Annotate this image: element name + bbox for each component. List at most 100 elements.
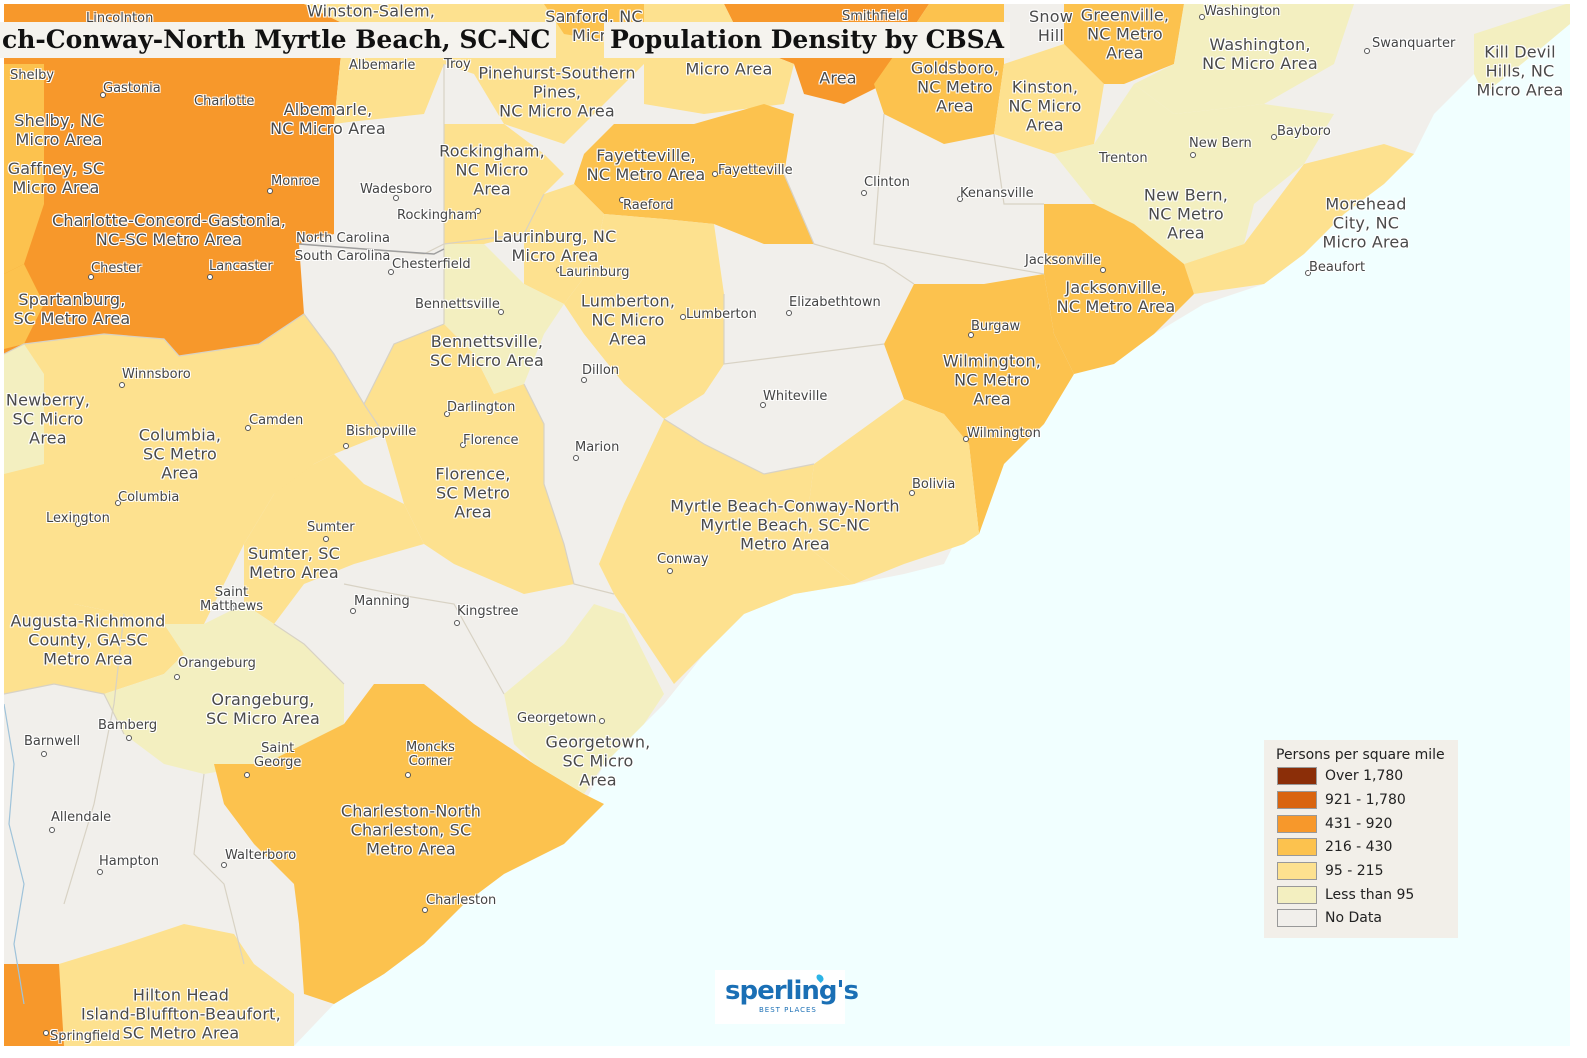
logo-wordmark: sperling's — [725, 976, 859, 1006]
legend-item: 216 - 430 — [1277, 836, 1457, 858]
area-label: Micro Area — [685, 59, 773, 79]
city-label: Bishopville — [346, 424, 417, 439]
city-label: Smithfield — [842, 9, 908, 24]
city-label: New Bern — [1189, 136, 1252, 151]
legend-swatch — [1277, 838, 1317, 856]
legend: Persons per square mile Over 1,780 921 -… — [1264, 740, 1458, 938]
city-label: Washington — [1204, 4, 1281, 19]
city-label: Charleston — [426, 893, 497, 908]
legend-title: Persons per square mile — [1276, 747, 1445, 763]
legend-item: Over 1,780 — [1277, 765, 1457, 787]
city-marker — [49, 827, 55, 833]
city-label: Clinton — [864, 175, 910, 190]
legend-swatch — [1277, 862, 1317, 880]
sperlings-logo[interactable]: sperling's BEST PLACES — [715, 970, 859, 1024]
city-label: Rockingham — [397, 208, 478, 223]
city-marker — [861, 190, 867, 196]
city-label: Hampton — [99, 854, 159, 869]
city-label: Conway — [657, 552, 709, 567]
area-label: Orangeburg, SC Micro Area — [206, 690, 320, 728]
area-label: Rockingham, NC Micro Area — [439, 141, 545, 199]
area-label: Kill Devil Hills, NC Micro Area — [1476, 42, 1564, 100]
city-marker — [619, 197, 625, 203]
city-marker — [1100, 267, 1106, 273]
city-marker — [1364, 48, 1370, 54]
city-label: Manning — [354, 594, 410, 609]
city-marker — [786, 310, 792, 316]
city-marker — [41, 751, 47, 757]
city-label: Lumberton — [686, 307, 757, 322]
city-label: Saint George — [254, 741, 302, 770]
city-label: Kingstree — [457, 604, 519, 619]
area-label: Pinehurst-Southern Pines, NC Micro Area — [478, 63, 636, 121]
city-label: Bennettsville — [415, 297, 500, 312]
city-marker — [599, 718, 605, 724]
area-label: Albemarle, NC Micro Area — [270, 100, 386, 138]
city-label: Bamberg — [98, 718, 158, 733]
city-marker — [1305, 270, 1311, 276]
city-marker — [968, 332, 974, 338]
city-marker — [393, 195, 399, 201]
city-marker — [581, 377, 587, 383]
area-label: Laurinburg, NC Micro Area — [493, 227, 617, 265]
legend-swatch — [1277, 886, 1317, 904]
city-label: Saint Matthews — [200, 585, 264, 614]
area-label: Area — [819, 68, 857, 88]
area-label: Myrtle Beach-Conway-North Myrtle Beach, … — [670, 496, 900, 554]
city-marker — [75, 521, 81, 527]
city-label: Burgaw — [971, 319, 1021, 334]
city-label: Trenton — [1099, 151, 1148, 166]
city-marker — [957, 196, 963, 202]
city-label: Laurinburg — [559, 265, 630, 280]
city-label: Florence — [463, 433, 519, 448]
city-label: Gastonia — [103, 81, 161, 96]
city-label: Monroe — [271, 174, 320, 189]
area-label: Goldsboro, NC Metro Area — [910, 58, 1000, 116]
city-marker — [760, 402, 766, 408]
city-marker — [221, 862, 227, 868]
city-marker — [119, 382, 125, 388]
city-marker — [963, 436, 969, 442]
city-label: Columbia — [118, 490, 180, 505]
city-marker — [498, 309, 504, 315]
city-label: Marion — [575, 440, 620, 455]
city-label: Raeford — [623, 198, 674, 213]
legend-label: Over 1,780 — [1325, 768, 1404, 784]
city-marker — [1199, 14, 1205, 20]
city-marker — [97, 869, 103, 875]
city-label: Georgetown — [517, 711, 597, 726]
city-marker — [460, 442, 466, 448]
city-label: Walterboro — [225, 848, 297, 863]
city-label: Charlotte — [194, 94, 255, 109]
map-title-left: ch-Conway-North Myrtle Beach, SC-NC — [0, 22, 557, 58]
area-label: Augusta-Richmond County, GA-SC Metro Are… — [10, 611, 166, 669]
city-marker — [100, 92, 106, 98]
city-label: Chester — [91, 261, 142, 276]
city-marker — [475, 208, 481, 214]
legend-item: No Data — [1277, 907, 1457, 929]
area-label: Bennettsville, SC Micro Area — [430, 332, 544, 370]
area-label: Fayetteville, NC Metro Area — [586, 146, 706, 184]
area-label: Hilton Head Island-Bluffton-Beaufort, SC… — [81, 985, 281, 1043]
city-label: Jacksonville — [1025, 253, 1101, 268]
city-label: Allendale — [51, 810, 112, 825]
city-marker — [88, 274, 94, 280]
city-label: Orangeburg — [178, 656, 256, 671]
city-label: Albemarle — [349, 58, 416, 73]
city-label: Shelby — [10, 68, 55, 83]
legend-swatch — [1277, 791, 1317, 809]
city-label: Troy — [444, 57, 471, 72]
city-marker — [667, 568, 673, 574]
city-label: South Carolina — [295, 249, 391, 264]
city-marker — [245, 425, 251, 431]
city-marker — [343, 443, 349, 449]
city-marker — [405, 772, 411, 778]
city-label: Barnwell — [24, 734, 81, 749]
city-marker — [43, 1030, 49, 1036]
legend-item: 921 - 1,780 — [1277, 789, 1457, 811]
city-marker — [556, 267, 562, 273]
legend-swatch — [1277, 909, 1317, 927]
area-label: Columbia, SC Metro Area — [138, 425, 222, 483]
city-marker — [909, 490, 915, 496]
area-label: Kinston, NC Micro Area — [1008, 77, 1082, 135]
